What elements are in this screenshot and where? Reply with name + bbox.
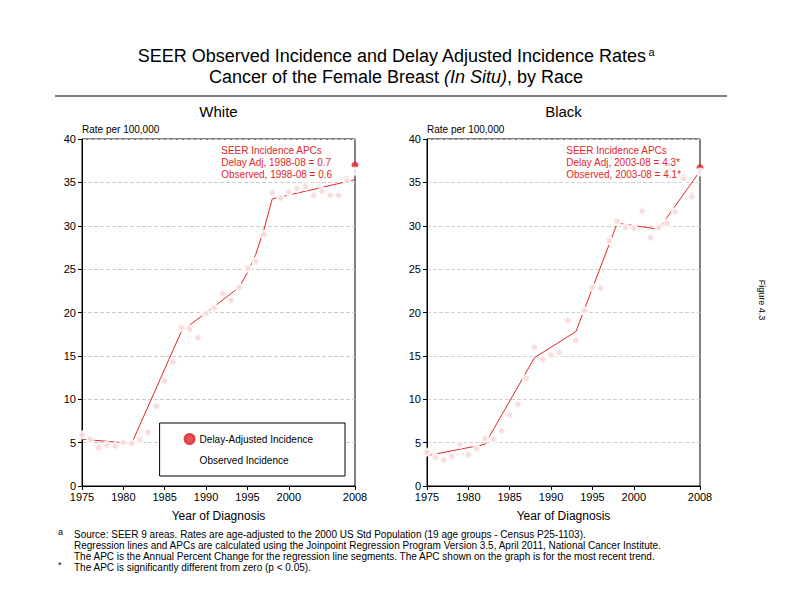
svg-text:Observed, 2003-08 = 4.1*: Observed, 2003-08 = 4.1* [566, 169, 681, 180]
svg-text:SEER Incidence APCs: SEER Incidence APCs [566, 145, 667, 156]
svg-text:Regression lines and APCs are: Regression lines and APCs are calculated… [74, 540, 661, 551]
svg-text:SEER Observed Incidence and De: SEER Observed Incidence and Delay Adjust… [138, 46, 646, 66]
svg-text:1995: 1995 [580, 491, 604, 503]
svg-text:2000: 2000 [277, 491, 301, 503]
svg-text:Source: SEER 9 areas. Rates ar: Source: SEER 9 areas. Rates are age-adju… [74, 529, 586, 540]
svg-text:0: 0 [69, 480, 76, 492]
svg-text:White: White [199, 103, 237, 120]
svg-text:1975: 1975 [70, 491, 94, 503]
svg-text:1990: 1990 [539, 491, 563, 503]
svg-text:Rate per 100,000: Rate per 100,000 [427, 124, 505, 135]
svg-text:5: 5 [70, 437, 76, 449]
svg-text:The APC is significantly diffe: The APC is significantly different from … [74, 562, 311, 573]
svg-text:1980: 1980 [111, 491, 135, 503]
svg-text:0: 0 [414, 480, 421, 492]
svg-text:Year of Diagnosis: Year of Diagnosis [517, 509, 611, 523]
svg-text:Year of Diagnosis: Year of Diagnosis [172, 509, 266, 523]
svg-text:40: 40 [409, 133, 421, 145]
svg-text:The APC is the Annual Percent: The APC is the Annual Percent Change for… [74, 551, 655, 562]
svg-text:15: 15 [64, 350, 76, 362]
svg-text:a: a [58, 527, 63, 537]
svg-text:2000: 2000 [622, 491, 646, 503]
svg-text:25: 25 [64, 263, 76, 275]
svg-text:1985: 1985 [497, 491, 521, 503]
svg-text:Delay-Adjusted Incidence: Delay-Adjusted Incidence [200, 434, 314, 445]
svg-text:Delay Adj, 1998-08 = 0.7: Delay Adj, 1998-08 = 0.7 [221, 157, 331, 168]
svg-text:(In Situ): (In Situ) [444, 67, 507, 87]
svg-text:10: 10 [409, 393, 421, 405]
svg-text:1975: 1975 [415, 491, 439, 503]
svg-text:20: 20 [64, 307, 76, 319]
svg-text:1980: 1980 [456, 491, 480, 503]
svg-text:Figure 4.3: Figure 4.3 [757, 280, 767, 321]
svg-text:30: 30 [64, 220, 76, 232]
svg-text:2008: 2008 [343, 491, 367, 503]
svg-text:15: 15 [409, 350, 421, 362]
svg-text:35: 35 [64, 176, 76, 188]
svg-text:Cancer of the Female Breast: Cancer of the Female Breast [209, 67, 444, 87]
svg-text:1990: 1990 [194, 491, 218, 503]
svg-text:1995: 1995 [235, 491, 259, 503]
svg-text:35: 35 [409, 176, 421, 188]
svg-text:, by Race: , by Race [507, 67, 583, 87]
svg-text:20: 20 [409, 307, 421, 319]
svg-text:40: 40 [64, 133, 76, 145]
svg-text:Observed, 1998-08 = 0.6: Observed, 1998-08 = 0.6 [221, 169, 332, 180]
svg-text:SEER Incidence APCs: SEER Incidence APCs [221, 145, 322, 156]
svg-text:5: 5 [415, 437, 421, 449]
svg-text:25: 25 [409, 263, 421, 275]
svg-text:Black: Black [545, 103, 582, 120]
svg-text:1985: 1985 [152, 491, 176, 503]
svg-text:30: 30 [409, 220, 421, 232]
svg-text:Rate per 100,000: Rate per 100,000 [82, 124, 160, 135]
svg-text:Observed Incidence: Observed Incidence [200, 455, 289, 466]
svg-text:2008: 2008 [688, 491, 712, 503]
svg-text:*: * [58, 560, 62, 570]
svg-text:Delay Adj, 2003-08 = 4.3*: Delay Adj, 2003-08 = 4.3* [566, 157, 680, 168]
svg-text:a: a [649, 46, 656, 58]
svg-text:10: 10 [64, 393, 76, 405]
